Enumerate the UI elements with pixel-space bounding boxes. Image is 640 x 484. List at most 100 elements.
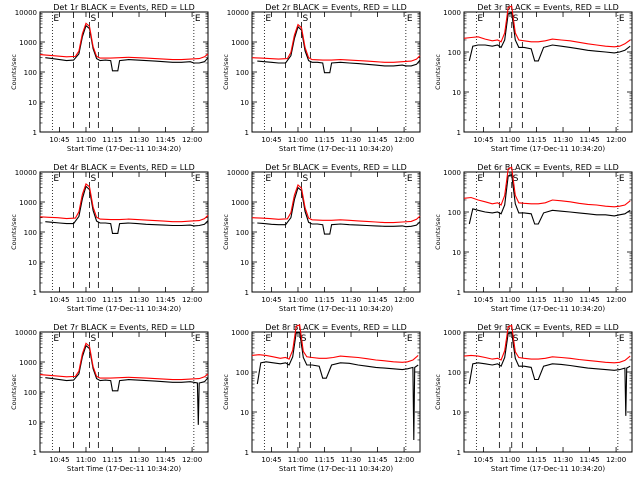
x-tick-label: 11:30 [129,136,149,144]
chart-title: Det 7r BLACK = Events, RED = LLD [53,323,195,332]
y-tick-label: 100 [24,389,37,397]
y-tick-label: 100 [24,69,37,77]
x-tick-label: 10:45 [49,136,69,144]
y-tick-label: 10000 [227,9,249,17]
detector-panel-9: Det 9r BLACK = Events, RED = LLD 1 10 100 10… [434,323,633,473]
x-tick-label: 11:30 [553,296,573,304]
plot-frame [463,171,633,293]
y-tick-label: 1000 [443,329,461,337]
x-axis-label: Start Time (17-Dec-11 10:34:20) [279,465,393,473]
marker-label: E [477,14,483,24]
y-tick-label: 100 [236,69,249,77]
marker-label: E [195,14,201,24]
x-tick-label: 11:45 [579,296,599,304]
series-line-lld [251,23,421,63]
x-tick-label: 11:00 [500,456,520,464]
y-tick-label: 1 [33,289,37,297]
y-tick-label: 10 [240,409,249,417]
y-axis-label: Counts/sec [222,54,230,90]
x-tick-label: 12:00 [182,136,202,144]
x-tick-label: 10:45 [473,296,493,304]
plot-frame [251,331,421,453]
series-line-lld [39,22,209,61]
y-tick-label: 100 [448,49,461,57]
x-tick-label: 11:00 [288,296,308,304]
x-tick-label: 10:45 [49,296,69,304]
y-tick-label: 100 [24,229,37,237]
x-tick-label: 11:45 [579,136,599,144]
marker-label: E [195,174,201,184]
x-tick-label: 11:45 [155,136,175,144]
chart-title: Det 4r BLACK = Events, RED = LLD [53,163,195,172]
x-tick-label: 11:00 [288,136,308,144]
chart-title: Det 5r BLACK = Events, RED = LLD [265,163,407,172]
y-tick-label: 100 [448,209,461,217]
y-axis-label: Counts/sec [222,374,230,410]
marker-label: E [619,14,625,24]
y-tick-label: 1 [245,449,249,457]
marker-label: S [303,14,309,24]
detector-panel-7: Det 7r BLACK = Events, RED = LLD 1 10 100 10… [10,323,209,473]
y-tick-label: 10 [28,259,37,267]
marker-label: S [303,174,309,184]
marker-label: E [407,174,413,184]
x-tick-label: 11:45 [367,296,387,304]
x-tick-label: 10:45 [261,136,281,144]
x-tick-label: 11:30 [553,456,573,464]
detector-panel-4: Det 4r BLACK = Events, RED = LLD 1 10 100 10… [10,163,209,313]
detector-panel-3: Det 3r BLACK = Events, RED = LLD 1 10 100 10… [434,3,633,153]
series-line-lld [463,324,631,364]
y-tick-label: 1000 [19,359,37,367]
y-tick-label: 100 [448,369,461,377]
series-line-events [257,186,421,235]
plot-frame [251,171,421,293]
y-tick-label: 1 [245,289,249,297]
x-tick-label: 11:30 [341,456,361,464]
x-tick-label: 11:15 [102,296,122,304]
plot-frame [39,171,209,293]
y-tick-label: 10000 [15,9,37,17]
series-line-events [257,25,421,74]
x-axis-label: Start Time (17-Dec-11 10:34:20) [491,305,605,313]
y-tick-label: 10 [452,249,461,257]
x-tick-label: 10:45 [261,296,281,304]
y-tick-label: 10 [240,99,249,107]
y-tick-label: 1000 [443,9,461,17]
chart-title: Det 2r BLACK = Events, RED = LLD [265,3,407,12]
x-axis-label: Start Time (17-Dec-11 10:34:20) [67,465,181,473]
x-tick-label: 11:30 [341,136,361,144]
y-tick-label: 10 [28,419,37,427]
marker-label: S [513,334,519,344]
y-axis-label: Counts/sec [222,214,230,250]
y-axis-label: Counts/sec [434,54,442,90]
x-tick-label: 11:30 [129,296,149,304]
y-tick-label: 1 [33,449,37,457]
x-tick-label: 10:45 [261,456,281,464]
marker-label: E [53,14,59,24]
chart-title: Det 8r BLACK = Events, RED = LLD [265,323,407,332]
detector-panel-1: Det 1r BLACK = Events, RED = LLD 1 10 100 10… [10,3,209,153]
x-tick-label: 11:00 [76,296,96,304]
y-tick-label: 1000 [231,329,249,337]
y-tick-label: 10000 [15,329,37,337]
x-tick-label: 12:00 [606,456,626,464]
series-line-events [468,174,631,225]
y-tick-label: 1000 [19,199,37,207]
y-tick-label: 1000 [231,39,249,47]
x-tick-label: 12:00 [606,296,626,304]
x-tick-label: 11:15 [314,456,334,464]
x-tick-label: 11:45 [367,456,387,464]
marker-label: S [513,174,519,184]
x-tick-label: 11:00 [288,456,308,464]
y-tick-label: 10 [452,89,461,97]
x-tick-label: 11:15 [102,456,122,464]
marker-label: S [91,334,97,344]
y-tick-label: 1000 [231,199,249,207]
y-tick-label: 1000 [19,39,37,47]
x-tick-label: 12:00 [606,136,626,144]
x-tick-label: 10:45 [49,456,69,464]
marker-label: E [265,14,271,24]
y-tick-label: 1 [457,449,461,457]
detector-panel-2: Det 2r BLACK = Events, RED = LLD 1 10 100 10… [222,3,421,153]
